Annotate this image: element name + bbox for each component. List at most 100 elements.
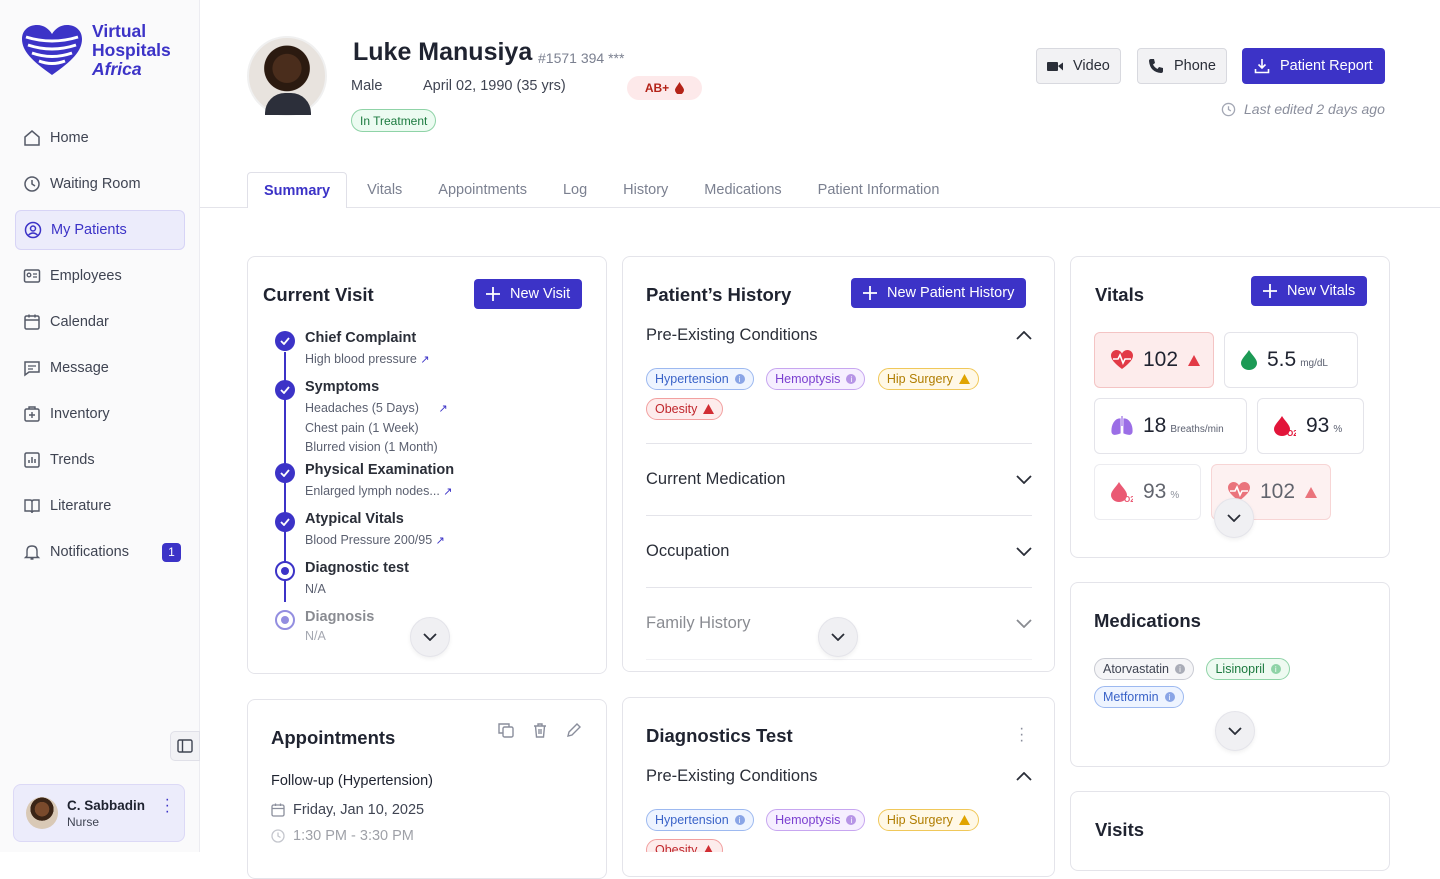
condition-tag[interactable]: Hip Surgery: [877, 809, 979, 831]
patient-report-button[interactable]: Patient Report: [1242, 48, 1385, 84]
tab-patient-information[interactable]: Patient Information: [817, 182, 940, 198]
new-vitals-button[interactable]: New Vitals: [1251, 276, 1368, 306]
new-visit-button[interactable]: New Visit: [474, 279, 583, 309]
sidebar-item-home[interactable]: Home: [15, 118, 185, 158]
tab-appointments[interactable]: Appointments: [438, 182, 527, 198]
condition-tag[interactable]: Obesity: [646, 398, 724, 420]
phone-call-button[interactable]: Phone: [1137, 48, 1227, 84]
plus-icon: [863, 286, 877, 300]
expand-visit-button[interactable]: [410, 617, 450, 657]
video-call-button[interactable]: Video: [1036, 48, 1121, 84]
bell-icon: [22, 542, 42, 562]
timeline-item[interactable]: Symptoms Headaches (5 Days) ↗ Chest pain…: [275, 379, 575, 462]
plus-icon: [486, 287, 500, 301]
collapse-sidebar-button[interactable]: [170, 731, 200, 761]
edit-icon[interactable]: [566, 722, 582, 738]
condition-label: Obesity: [655, 402, 698, 416]
sidebar-item-label: Employees: [50, 268, 122, 284]
accordion-family-history[interactable]: Family History: [646, 614, 1032, 633]
accordion-occupation[interactable]: Occupation: [646, 542, 1032, 561]
phone-label: Phone: [1174, 58, 1216, 74]
brand-logo[interactable]: Virtual Hospitals Africa: [20, 22, 171, 79]
check-icon: [275, 463, 295, 483]
vital-respiration[interactable]: 18 Breaths/min: [1094, 398, 1247, 454]
sidebar-item-label: Home: [50, 130, 89, 146]
tab-vitals[interactable]: Vitals: [367, 182, 403, 198]
timeline-item[interactable]: Chief Complaint High blood pressure ↗: [275, 330, 575, 379]
current-user-card[interactable]: C. Sabbadin Nurse · · ·: [13, 784, 185, 842]
vital-heart-rate[interactable]: 102: [1094, 332, 1214, 388]
medication-tag[interactable]: Lisinopril i: [1206, 658, 1290, 680]
new-vitals-label: New Vitals: [1287, 283, 1356, 299]
expand-medications-button[interactable]: [1215, 711, 1255, 751]
timeline-item[interactable]: Diagnostic test N/A: [275, 560, 575, 609]
tab-history[interactable]: History: [623, 182, 669, 198]
calendar-icon: [271, 803, 285, 817]
tab-log[interactable]: Log: [562, 182, 588, 198]
sidebar-item-trends[interactable]: Trends: [15, 440, 185, 480]
last-edited: Last edited 2 days ago: [1221, 101, 1385, 117]
condition-tag[interactable]: Hypertension i: [646, 809, 754, 831]
new-patient-history-button[interactable]: New Patient History: [851, 278, 1027, 308]
timeline-item-line: High blood pressure: [305, 352, 417, 366]
expand-history-button[interactable]: [818, 617, 858, 657]
sidebar-item-notifications[interactable]: Notifications 1: [15, 532, 185, 572]
heart-rate-icon: [1111, 350, 1133, 369]
more-options-icon[interactable]: · · ·: [1019, 720, 1025, 749]
sidebar-item-literature[interactable]: Literature: [15, 486, 185, 526]
external-link-icon[interactable]: ↗: [438, 403, 448, 415]
user-menu-icon[interactable]: · · ·: [164, 791, 170, 820]
sidebar-item-my-patients[interactable]: My Patients: [15, 210, 185, 250]
vitals-title: Vitals: [1095, 284, 1145, 305]
accordion-diagnostics-conditions[interactable]: Pre-Existing Conditions: [646, 767, 1032, 786]
condition-tag[interactable]: Hemoptysis i: [766, 809, 866, 831]
medication-tag[interactable]: Atorvastatin i: [1094, 658, 1195, 680]
tab-summary[interactable]: Summary: [247, 172, 348, 208]
appointment-actions: [498, 722, 582, 738]
timeline-item[interactable]: Diagnosis N/A: [275, 609, 575, 649]
last-edited-text: Last edited 2 days ago: [1244, 101, 1385, 117]
accordion-label: Occupation: [646, 542, 730, 560]
external-link-icon[interactable]: ↗: [443, 486, 453, 498]
accordion-label: Pre-Existing Conditions: [646, 326, 818, 344]
info-icon: i: [1175, 664, 1186, 674]
appointment-name[interactable]: Follow-up (Hypertension): [271, 773, 433, 789]
condition-tag[interactable]: Hypertension i: [646, 368, 754, 390]
warning-icon: [1305, 486, 1318, 498]
sidebar-item-label: Waiting Room: [50, 176, 141, 192]
condition-label: Hip Surgery: [886, 372, 953, 386]
video-icon: [1047, 62, 1063, 71]
external-link-icon[interactable]: ↗: [420, 354, 430, 366]
vital-glucose[interactable]: 5.5 mg/dL: [1224, 332, 1358, 388]
medication-tag[interactable]: Metformin i: [1094, 686, 1184, 708]
patient-history-card: [622, 256, 1055, 672]
diagnostic-condition-tags: Hypertension i Hemoptysis i Hip Surgery Ob…: [646, 809, 1026, 852]
accordion-current-medication[interactable]: Current Medication: [646, 470, 1032, 489]
sidebar-item-employees[interactable]: Employees: [15, 256, 185, 296]
visit-timeline: Chief Complaint High blood pressure ↗ Sy…: [275, 330, 575, 649]
sidebar-item-inventory[interactable]: Inventory: [15, 394, 185, 434]
medication-tags: Atorvastatin i Lisinopril i Metformin i: [1094, 658, 1374, 708]
sidebar-item-calendar[interactable]: Calendar: [15, 302, 185, 342]
vital-oxygen-saturation[interactable]: O2 93 %: [1257, 398, 1364, 454]
sidebar-item-label: Message: [50, 360, 109, 376]
expand-vitals-button[interactable]: [1214, 498, 1254, 538]
trash-icon[interactable]: [532, 722, 548, 738]
sidebar-nav: Home Waiting Room My Patients Employees …: [15, 118, 185, 578]
tab-medications[interactable]: Medications: [704, 182, 782, 198]
vital-oxygen-saturation[interactable]: O2 93 %: [1094, 464, 1201, 520]
timeline-item[interactable]: Atypical Vitals Blood Pressure 200/95 ↗: [275, 511, 575, 560]
timeline-item-detail: N/A: [305, 629, 326, 643]
timeline-item[interactable]: Physical Examination Enlarged lymph node…: [275, 462, 575, 511]
external-link-icon[interactable]: ↗: [435, 535, 445, 547]
sidebar-item-message[interactable]: Message: [15, 348, 185, 388]
copy-icon[interactable]: [498, 722, 514, 738]
condition-tag[interactable]: Hip Surgery: [877, 368, 979, 390]
medications-title: Medications: [1094, 610, 1201, 631]
accordion-pre-existing-conditions[interactable]: Pre-Existing Conditions: [646, 326, 1032, 345]
sidebar-item-waiting-room[interactable]: Waiting Room: [15, 164, 185, 204]
condition-tag[interactable]: Obesity: [646, 839, 724, 852]
blood-drop-icon: [675, 82, 685, 94]
patient-avatar: [247, 36, 327, 116]
condition-tag[interactable]: Hemoptysis i: [766, 368, 866, 390]
